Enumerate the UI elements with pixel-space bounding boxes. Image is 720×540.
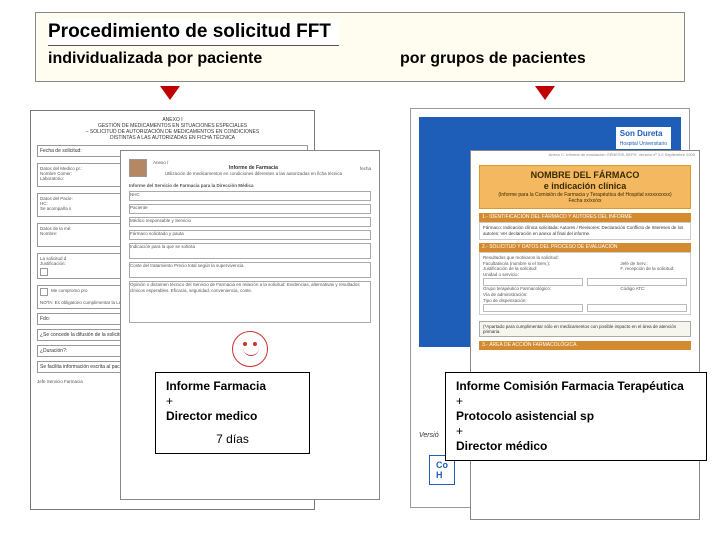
lbl-jefe: Jefe Servicio Farmacia bbox=[37, 379, 83, 397]
row-coste: Coste del tratamiento Precio total según… bbox=[129, 262, 371, 278]
subtitle-right: por grupos de pacientes bbox=[320, 50, 672, 68]
lbl-medico: Médico responsable y Servicio bbox=[130, 218, 191, 223]
informe-sub: Utilización de medicamentos en condicion… bbox=[153, 171, 354, 176]
lbl-indicacion: Indicación para la que se solicita bbox=[130, 244, 195, 249]
subtitle-row: individualizada por paciente por grupos … bbox=[48, 50, 672, 68]
hospital-logo: Son Dureta Hospital Universitario bbox=[616, 127, 671, 149]
lbl-comprom: Me compromo pro bbox=[51, 288, 88, 296]
callout-right: Informe Comisión Farmacia Terapéutica + … bbox=[445, 372, 707, 461]
cl-l2: + bbox=[166, 394, 299, 409]
row-paciente: Paciente bbox=[129, 204, 371, 214]
cr-l2: + bbox=[456, 394, 696, 409]
eval-bar-3: 3.- ÁREA DE ACCIÓN FARMACOLÓGICA. bbox=[479, 341, 691, 350]
lbl-fecha2-h: fecha bbox=[360, 166, 371, 171]
eval-title: NOMBRE DEL FÁRMACO e indicación clínica … bbox=[479, 165, 691, 209]
row-indicacion: Indicación para la que se solicita bbox=[129, 243, 371, 259]
cell-b bbox=[587, 278, 687, 286]
eval-title-date: Fecha xx/xx/xx bbox=[482, 198, 688, 204]
r2b: F. recepción de la solicitud: bbox=[620, 266, 687, 272]
blue-box-l2: H bbox=[436, 470, 448, 480]
cr-l4: + bbox=[456, 424, 696, 439]
cell-c bbox=[483, 304, 583, 312]
anexo-header-l4: DISTINTAS A LAS AUTORIZADAS EN FICHA TÉC… bbox=[37, 135, 308, 141]
lbl-farmaco: Fármaco solicitado y pauta bbox=[130, 231, 184, 236]
checkbox-icon bbox=[40, 268, 48, 276]
blue-box-l1: Co bbox=[436, 460, 448, 470]
eval-bar-2: 2.- SOLICITUD Y DATOS DEL PROCESO DE EVA… bbox=[479, 243, 691, 252]
cr-l1: Informe Comisión Farmacia Terapéutica bbox=[456, 379, 696, 394]
eval-body-1: Fármaco: Indicación clínica solicitada: … bbox=[479, 222, 691, 240]
lbl-opinion: Opinión o dictamen técnico del Servicio … bbox=[130, 282, 360, 293]
row-nhc: NHC bbox=[129, 191, 371, 201]
shield-logo-icon bbox=[129, 159, 147, 177]
hospital-sub: Hospital Universitario bbox=[620, 141, 667, 147]
lbl-nhc: NHC bbox=[130, 192, 140, 197]
main-title: Procedimiento de solicitud FFT bbox=[48, 19, 339, 46]
smiley-icon bbox=[232, 331, 268, 367]
arrow-left-icon bbox=[160, 86, 180, 100]
lbl-paciente: Paciente bbox=[130, 205, 148, 210]
title-bar: Procedimiento de solicitud FFT individua… bbox=[35, 12, 685, 82]
row-medico: Médico responsable y Servicio bbox=[129, 217, 371, 227]
row-farmaco: Fármaco solicitado y pauta bbox=[129, 230, 371, 240]
doc-evaluacion: Anexo C. Informe de evaluación GÉNESIS-S… bbox=[470, 150, 700, 520]
row-opinion: Opinión o dictamen técnico del Servicio … bbox=[129, 281, 371, 323]
eval-title-l1: NOMBRE DEL FÁRMACO bbox=[482, 170, 688, 181]
cl-l4: 7 días bbox=[166, 432, 299, 447]
cr-l3: Protocolo asistencial sp bbox=[456, 409, 696, 424]
cell-a bbox=[483, 278, 583, 286]
eval-body-2: Resultados que motivaron la solicitud: F… bbox=[479, 252, 691, 315]
lbl-coste: Coste del tratamiento Precio total según… bbox=[130, 263, 244, 268]
checkbox-icon bbox=[40, 288, 48, 296]
cr-l5: Director médico bbox=[456, 439, 696, 454]
hospital-name: Son Dureta bbox=[620, 129, 663, 138]
eval-title-l2: e indicación clínica bbox=[482, 181, 688, 192]
cell-d bbox=[587, 304, 687, 312]
callout-left: Informe Farmacia + Director medico 7 día… bbox=[155, 372, 310, 454]
cl-l1: Informe Farmacia bbox=[166, 379, 299, 394]
eval-note: (*Apartado para cumplimentar sólo en med… bbox=[479, 321, 691, 337]
arrow-right-icon bbox=[535, 86, 555, 100]
subtitle-left: individualizada por paciente bbox=[48, 50, 320, 68]
cl-l3: Director medico bbox=[166, 409, 299, 424]
section-informe-hdr: Informe del Servicio de Farmacia para la… bbox=[129, 183, 371, 188]
eval-corner: Anexo C. Informe de evaluación GÉNESIS-S… bbox=[471, 151, 699, 159]
r4b: Código ATC: bbox=[620, 286, 687, 292]
blue-version: Versió bbox=[419, 432, 439, 439]
eval-bar-1: 1.- IDENTIFICACIÓN DEL FÁRMACO Y AUTORES… bbox=[479, 213, 691, 222]
